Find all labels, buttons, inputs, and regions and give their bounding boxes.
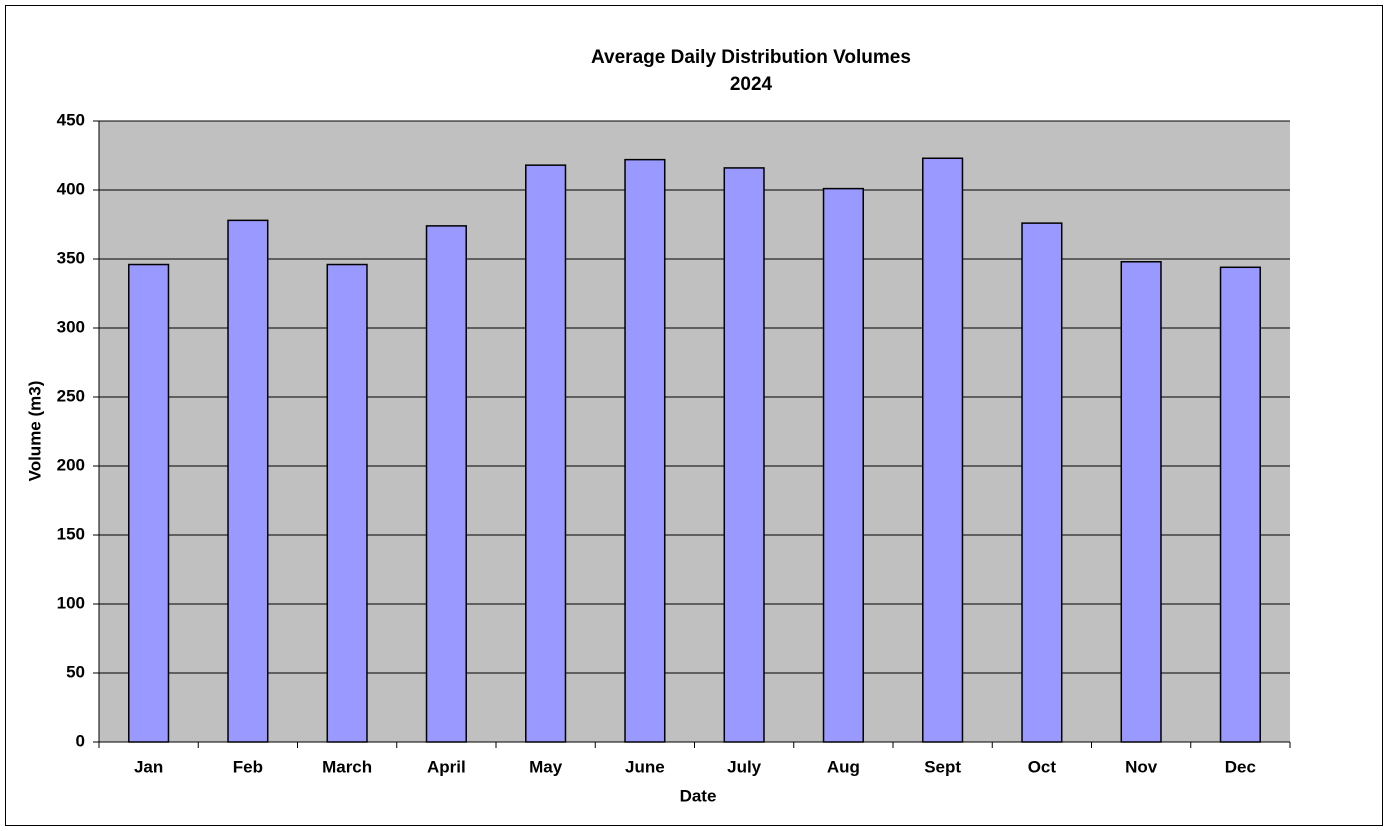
y-tick-label: 250 <box>57 386 85 405</box>
bar <box>1120 261 1162 743</box>
bar <box>624 158 666 743</box>
y-tick-label: 400 <box>57 179 85 198</box>
bar <box>922 157 964 743</box>
y-tick-label: 150 <box>57 524 85 543</box>
y-axis-label: Volume (m3) <box>25 381 44 482</box>
bar <box>723 167 765 743</box>
x-axis-label: Date <box>680 786 717 805</box>
y-tick-label: 0 <box>76 731 85 750</box>
x-tick-label: Feb <box>233 757 263 776</box>
x-tick-label: May <box>529 757 563 776</box>
x-tick-label: April <box>427 757 466 776</box>
x-tick-label: July <box>727 757 762 776</box>
bar <box>326 263 368 743</box>
bar <box>822 187 864 743</box>
y-tick-label: 450 <box>57 110 85 129</box>
bar <box>1219 266 1261 743</box>
x-tick-label: Dec <box>1225 757 1256 776</box>
bar <box>128 263 170 743</box>
x-tick-label: March <box>322 757 372 776</box>
x-tick-label: June <box>625 757 665 776</box>
x-tick-label: Aug <box>827 757 860 776</box>
y-tick-label: 200 <box>57 455 85 474</box>
bar <box>1021 222 1063 743</box>
bar <box>227 219 269 743</box>
chart-title: Average Daily Distribution Volumes <box>591 47 911 68</box>
x-tick-label: Nov <box>1125 757 1158 776</box>
y-tick-label: 50 <box>66 662 85 681</box>
x-tick-label: Jan <box>134 757 163 776</box>
y-tick-label: 350 <box>57 248 85 267</box>
bar <box>525 164 567 743</box>
x-tick-label: Sept <box>924 757 961 776</box>
x-tick-label: Oct <box>1028 757 1057 776</box>
chart-subtitle: 2024 <box>730 74 773 95</box>
y-tick-label: 100 <box>57 593 85 612</box>
y-tick-label: 300 <box>57 317 85 336</box>
bar <box>425 225 467 743</box>
plot-area <box>99 121 1290 742</box>
